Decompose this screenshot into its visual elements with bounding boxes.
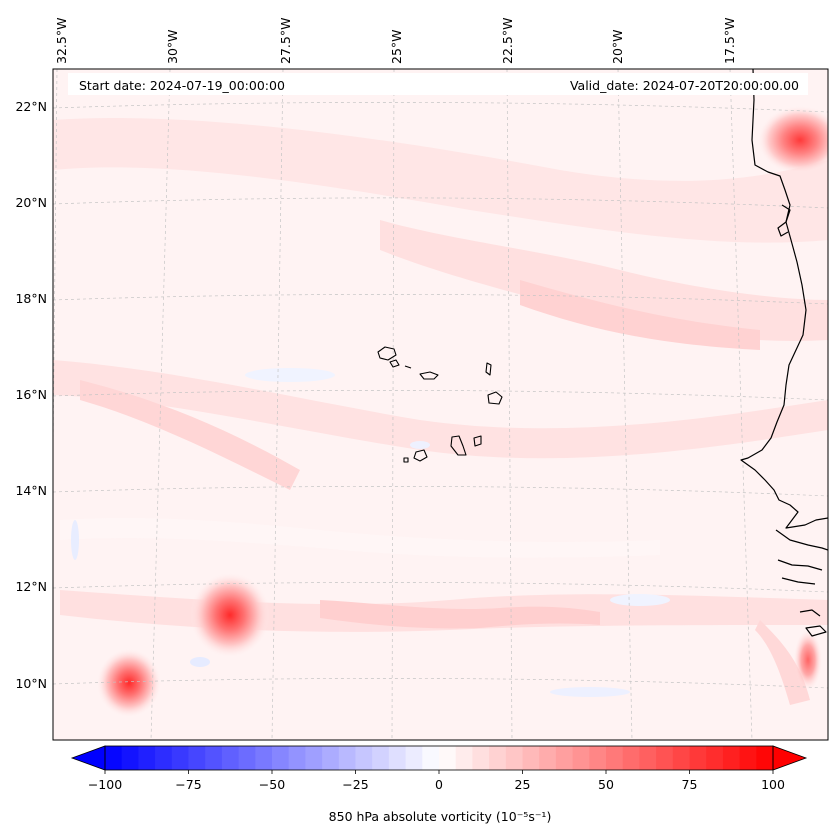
colorbar-swatch [739,746,757,770]
colorbar-swatch [439,746,457,770]
longitude-labels: 32.5°W 30°W 27.5°W 25°W 22.5°W 20°W 17.5… [54,18,737,64]
valid-date-label: Valid_date: 2024-07-20T20:00:00.00 [570,78,799,93]
colorbar-swatch [255,746,273,770]
island-fogo [413,449,428,462]
colorbar-swatches [105,746,774,770]
colorbar-swatch [322,746,340,770]
guinea-coast [775,529,828,637]
island-santiago [450,435,467,456]
colorbar: −100 −75 −50 −25 0 25 50 75 100 850 hPa absolute… [70,745,808,824]
colorbar-swatch [756,746,774,770]
colorbar-swatch [422,746,440,770]
map-frame [52,68,829,741]
colorbar-swatch [305,746,323,770]
island-boa-vista [487,391,503,405]
lon-label-22-5w: 22.5°W [500,18,515,64]
graticule [53,69,828,740]
colorbar-swatch [138,746,156,770]
colorbar-tick-label: 100 [761,777,785,792]
colorbar-tick-label: 0 [435,777,443,792]
colorbar-swatch [589,746,607,770]
island-santo-antao [377,346,397,361]
lon-label-25w: 25°W [389,29,404,64]
colorbar-tick-label: 50 [598,777,614,792]
colorbar-swatch [505,746,523,770]
colorbar-swatch [606,746,624,770]
colorbar-tick-label: −50 [259,777,285,792]
colorbar-ticks: −100 −75 −50 −25 0 25 50 75 100 [88,770,785,792]
colorbar-swatch [656,746,674,770]
lat-label-10n: 10°N [15,676,47,691]
colorbar-swatch [689,746,707,770]
colorbar-tick-label: 75 [682,777,698,792]
colorbar-swatch [722,746,740,770]
colorbar-swatch [121,746,139,770]
colorbar-swatch [221,746,239,770]
cape-verde-islands [377,346,503,463]
colorbar-swatch [522,746,540,770]
colorbar-tick-label: −25 [342,777,368,792]
lon-label-20w: 20°W [610,29,625,64]
colorbar-swatch [272,746,290,770]
colorbar-swatch [472,746,490,770]
lat-label-18n: 18°N [15,291,47,306]
island-santa-luzia [404,365,412,369]
island-sal [485,362,492,376]
island-brava [403,457,409,463]
colorbar-extend-left [70,745,106,771]
colorbar-swatch [489,746,507,770]
lat-label-22n: 22°N [15,99,47,114]
colorbar-label: 850 hPa absolute vorticity (10⁻⁵s⁻¹) [329,809,552,824]
colorbar-tick-label: 25 [515,777,531,792]
lon-label-17-5w: 17.5°W [722,18,737,64]
colorbar-swatch [555,746,573,770]
colorbar-swatch [405,746,423,770]
colorbar-swatch [672,746,690,770]
colorbar-extend-right [772,745,808,771]
date-banner [68,73,808,95]
island-sao-nicolau [419,371,439,380]
colorbar-swatch [105,746,123,770]
start-date-label: Start date: 2024-07-19_00:00:00 [79,78,285,93]
colorbar-swatch [288,746,306,770]
colorbar-swatch [372,746,390,770]
lat-label-12n: 12°N [15,579,47,594]
lon-label-27-5w: 27.5°W [278,18,293,64]
colorbar-swatch [706,746,724,770]
colorbar-swatch [622,746,640,770]
colorbar-swatch [355,746,373,770]
island-maio [473,435,482,447]
africa-coastline [740,69,828,529]
lat-label-20n: 20°N [15,195,47,210]
colorbar-swatch [205,746,223,770]
colorbar-swatch [338,746,356,770]
colorbar-swatch [155,746,173,770]
colorbar-swatch [572,746,590,770]
colorbar-swatch [171,746,189,770]
lon-label-32-5w: 32.5°W [54,18,69,64]
vorticity-field [53,69,828,740]
lat-label-16n: 16°N [15,387,47,402]
lon-label-30w: 30°W [165,29,180,64]
colorbar-swatch [188,746,206,770]
lat-label-14n: 14°N [15,483,47,498]
colorbar-swatch [539,746,557,770]
island-sao-vicente [389,359,400,368]
colorbar-tick-label: −100 [88,777,122,792]
colorbar-swatch [238,746,256,770]
colorbar-swatch [639,746,657,770]
colorbar-tick-label: −75 [175,777,201,792]
colorbar-swatch [455,746,473,770]
latitude-labels: 22°N 20°N 18°N 16°N 14°N 12°N 10°N [15,99,47,691]
coast-notch [777,204,791,237]
coastlines [740,69,828,637]
colorbar-swatch [388,746,406,770]
